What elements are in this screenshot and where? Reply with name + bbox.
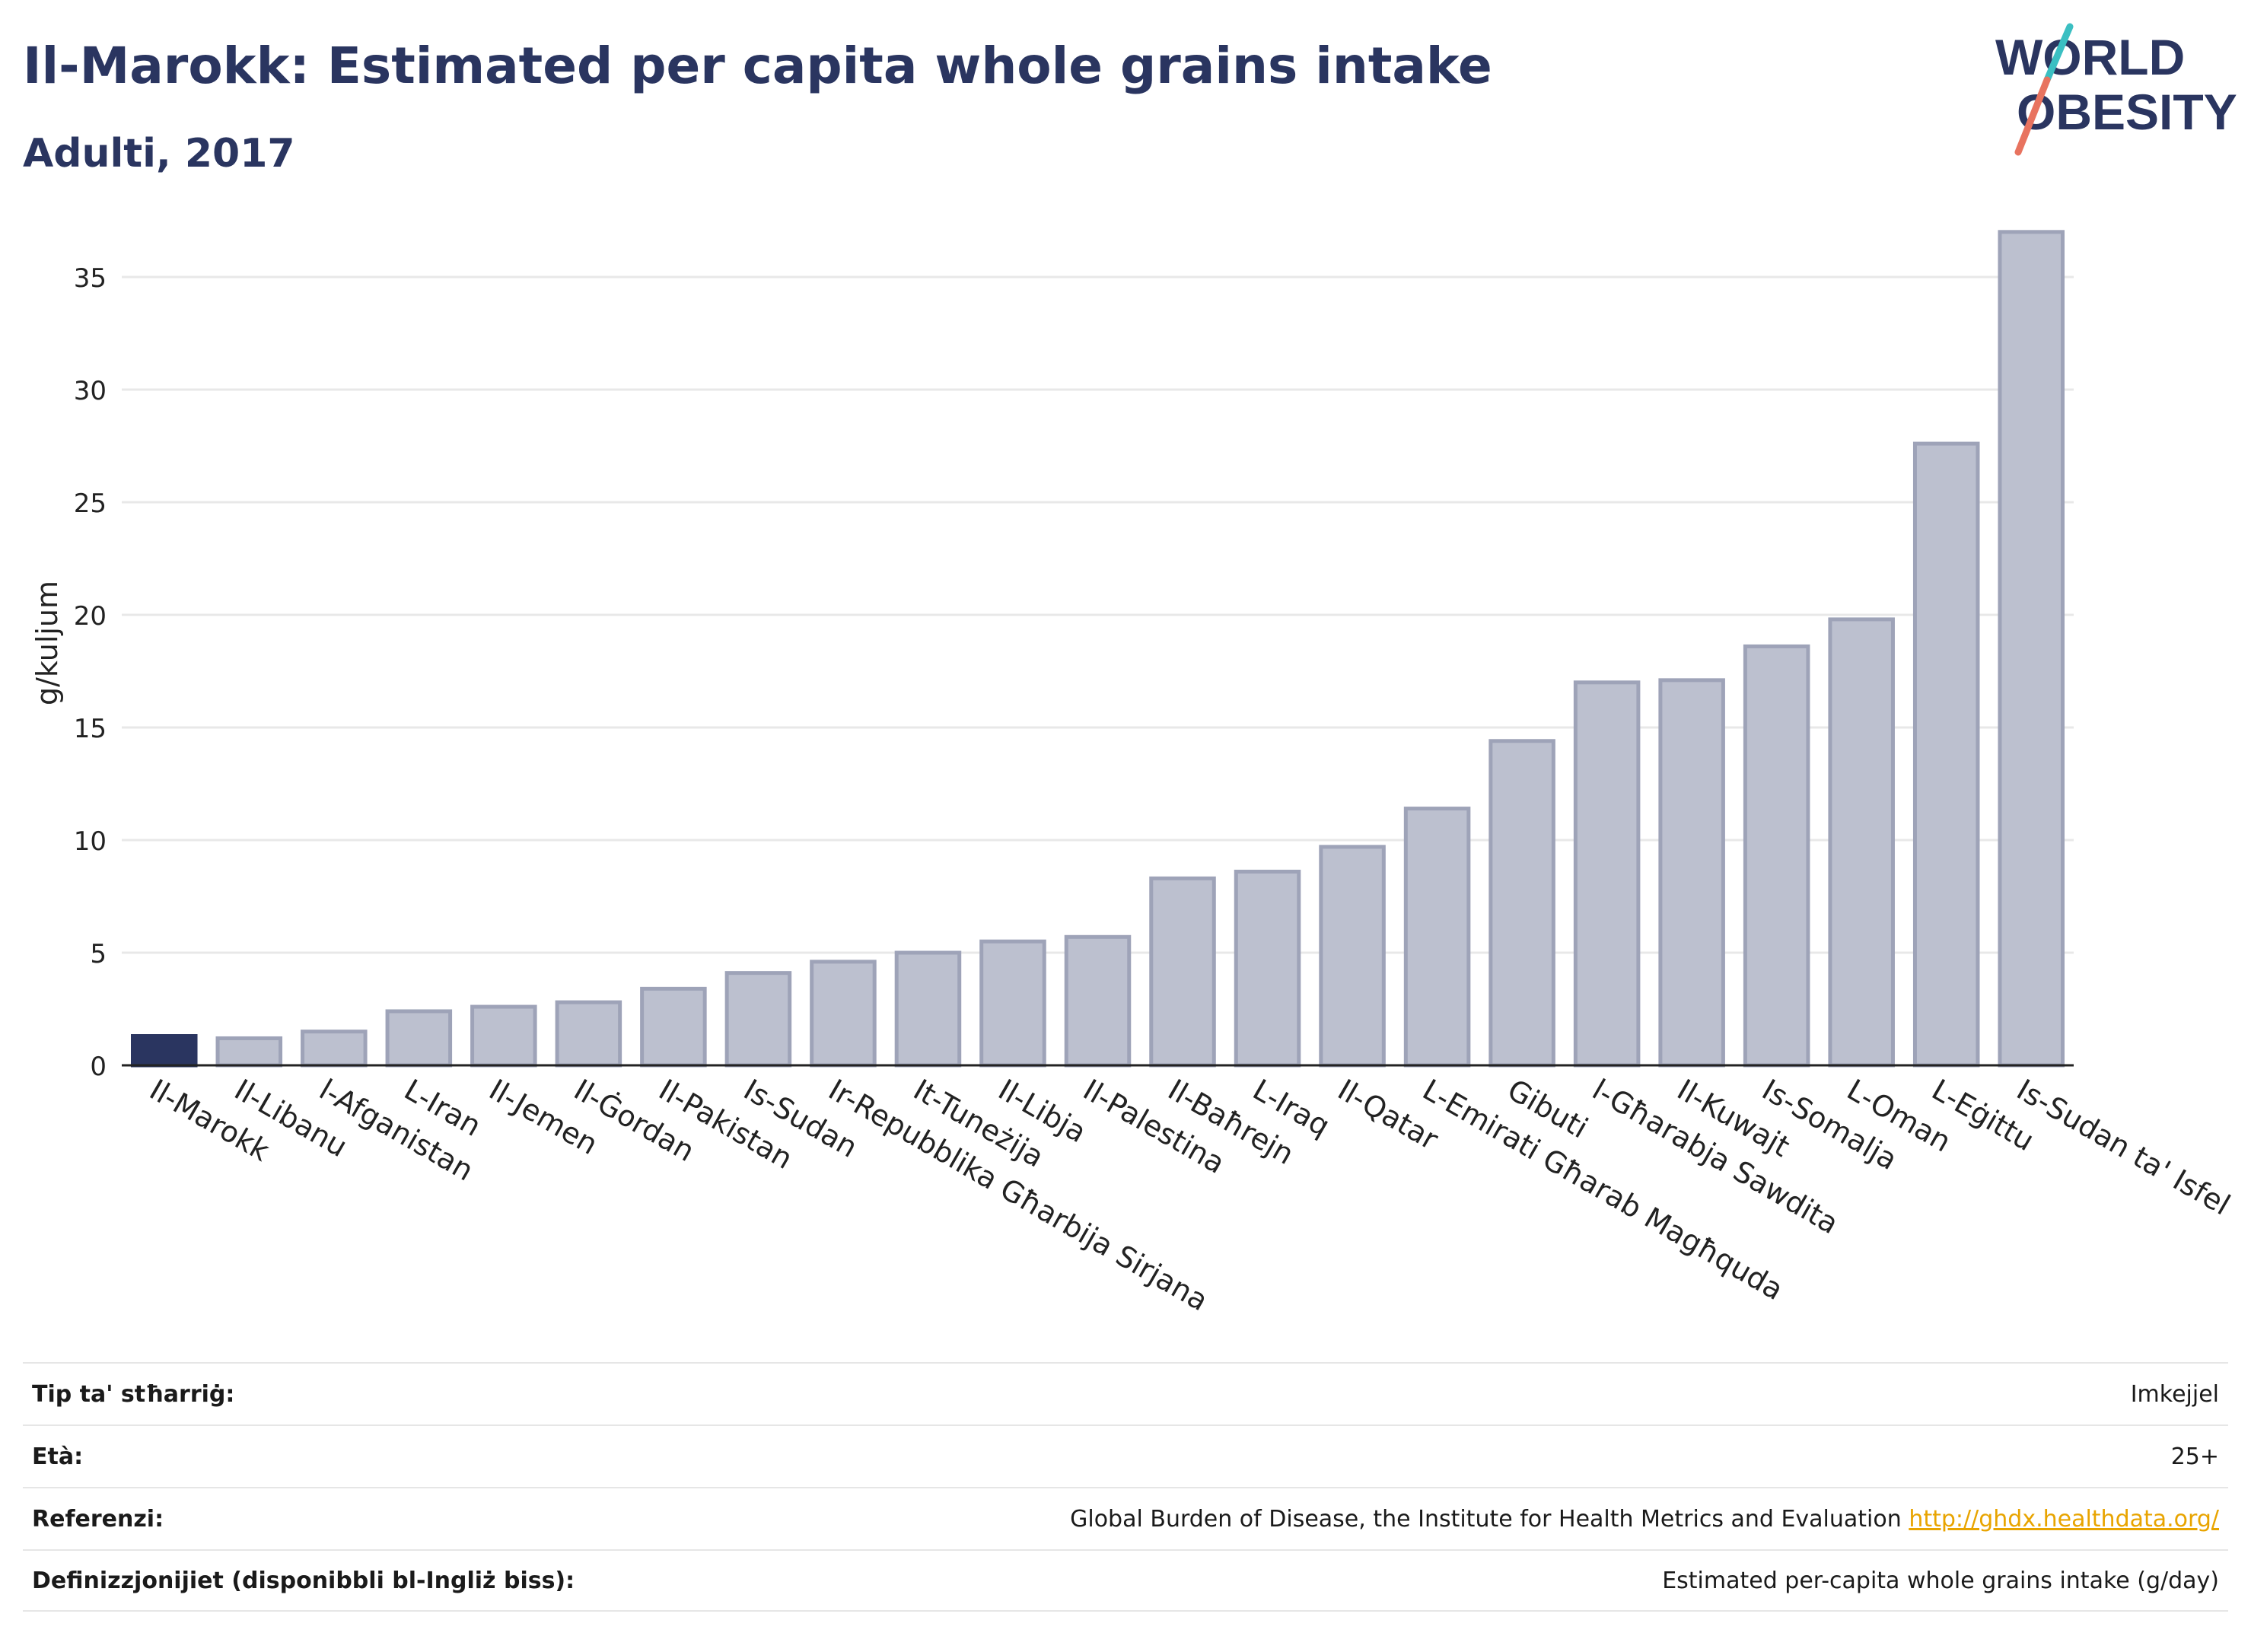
- y-tick-label: 5: [90, 939, 107, 969]
- bar: [894, 950, 962, 1068]
- y-tick-label: 0: [90, 1052, 107, 1082]
- meta-row-definitions: Definizzjonijiet (disponibbli bl-Ingliż …: [23, 1549, 2228, 1612]
- bar: [1573, 680, 1641, 1068]
- meta-label: Definizzjonijiet (disponibbli bl-Ingliż …: [32, 1567, 575, 1594]
- y-tick-label: 25: [74, 489, 107, 519]
- meta-row-survey: Tip ta' stħarriġ: Imkejjel: [23, 1362, 2228, 1424]
- bar: [1998, 230, 2065, 1068]
- world-obesity-logo: WORLD OBESITY: [1995, 23, 2237, 156]
- bar: [640, 986, 707, 1068]
- bar-chart: 05101520253035g/kuljumIl-MarokkIl-Libanu…: [30, 230, 2236, 1317]
- bar: [470, 1004, 537, 1068]
- metadata-table: Tip ta' stħarriġ: Imkejjel Età: 25+ Refe…: [23, 1362, 2228, 1612]
- bar: [1828, 617, 1895, 1068]
- y-tick-label: 35: [74, 263, 107, 294]
- bar: [555, 1000, 622, 1068]
- meta-row-age: Età: 25+: [23, 1424, 2228, 1487]
- y-axis-label: g/kuljum: [30, 581, 64, 705]
- y-tick-label: 30: [74, 376, 107, 406]
- bar: [385, 1009, 453, 1068]
- chart-subtitle: Adulti, 2017: [23, 131, 295, 177]
- bar: [301, 1030, 368, 1068]
- bar: [1319, 845, 1386, 1068]
- bar: [215, 1036, 283, 1068]
- chart-title: Il-Marokk: Estimated per capita whole gr…: [23, 37, 1492, 95]
- logo-line2: OBESITY: [2017, 84, 2237, 140]
- meta-label: Tip ta' stħarriġ:: [32, 1380, 235, 1408]
- meta-value: Imkejjel: [2130, 1380, 2219, 1408]
- bar: [810, 960, 877, 1068]
- x-tick-label: Is-Sudan ta' Isfel: [2011, 1073, 2236, 1222]
- logo-slash-teal: [2043, 23, 2074, 84]
- y-tick-label: 15: [74, 714, 107, 744]
- meta-value-references: Global Burden of Disease, the Institute …: [1070, 1506, 2219, 1533]
- bar: [1488, 739, 1555, 1068]
- bar: [1234, 869, 1301, 1068]
- bar: [1064, 934, 1132, 1068]
- bar: [1403, 807, 1471, 1068]
- meta-row-references: Referenzi: Global Burden of Disease, the…: [23, 1487, 2228, 1549]
- meta-label: Età:: [32, 1443, 84, 1470]
- logo-line1: WORLD: [1995, 29, 2185, 85]
- bar: [1658, 678, 1725, 1068]
- bar: [1743, 644, 1810, 1068]
- meta-label: Referenzi:: [32, 1505, 164, 1533]
- bar: [1149, 876, 1216, 1068]
- y-tick-label: 20: [74, 601, 107, 632]
- y-tick-label: 10: [74, 826, 107, 857]
- bar: [130, 1034, 198, 1068]
- bar: [1912, 441, 1980, 1068]
- reference-link[interactable]: http://ghdx.healthdata.org/: [1909, 1505, 2219, 1533]
- bar: [979, 939, 1046, 1068]
- meta-value: Estimated per-capita whole grains intake…: [1662, 1567, 2219, 1594]
- meta-value: 25+: [2170, 1443, 2219, 1470]
- bar: [724, 971, 792, 1068]
- reference-text: Global Burden of Disease, the Institute …: [1070, 1505, 1902, 1533]
- logo-slash-coral: [2014, 76, 2051, 156]
